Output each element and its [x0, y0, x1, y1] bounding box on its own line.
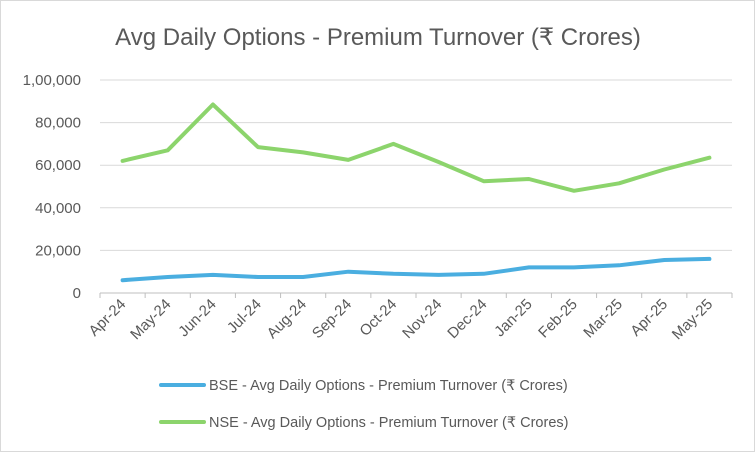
legend: BSE - Avg Daily Options - Premium Turnov… — [159, 378, 568, 431]
x-axis — [99, 292, 733, 298]
x-tick-label: Jul-24 — [224, 296, 265, 337]
x-tick-label: Jan-25 — [491, 296, 535, 340]
x-tick-label: Aug-24 — [264, 296, 310, 342]
gridlines — [100, 79, 732, 251]
x-tick-label: May-24 — [127, 296, 174, 343]
x-tick-label: Sep-24 — [309, 296, 355, 342]
y-tick-label: 40,000 — [35, 200, 81, 217]
y-tick-label: 0 — [73, 285, 81, 302]
x-tick-label: Mar-25 — [580, 296, 626, 342]
y-tick-label: 20,000 — [35, 242, 81, 259]
x-tick-label: Feb-25 — [535, 296, 581, 342]
y-tick-label: 60,000 — [35, 157, 81, 174]
legend-label: NSE - Avg Daily Options - Premium Turnov… — [209, 415, 568, 431]
legend-label: BSE - Avg Daily Options - Premium Turnov… — [209, 378, 568, 394]
x-tick-label: Dec-24 — [444, 296, 490, 342]
y-tick-label: 80,000 — [35, 115, 81, 132]
series-lines — [120, 102, 712, 283]
x-tick-label: Apr-24 — [86, 296, 130, 340]
series-line-nse — [120, 102, 712, 193]
y-axis: 0 20,000 40,000 60,000 80,000 1,00,000 — [23, 72, 81, 302]
x-tick-label: Jun-24 — [175, 296, 219, 340]
y-tick-label: 1,00,000 — [23, 72, 81, 89]
series-line-bse — [120, 256, 712, 283]
x-tick-label: Apr-25 — [627, 296, 671, 340]
x-tick-label: May-25 — [669, 296, 716, 343]
x-tick-label: Oct-24 — [356, 296, 400, 340]
chart-title: Avg Daily Options - Premium Turnover (₹ … — [115, 24, 641, 51]
x-tick-label: Nov-24 — [399, 296, 445, 342]
